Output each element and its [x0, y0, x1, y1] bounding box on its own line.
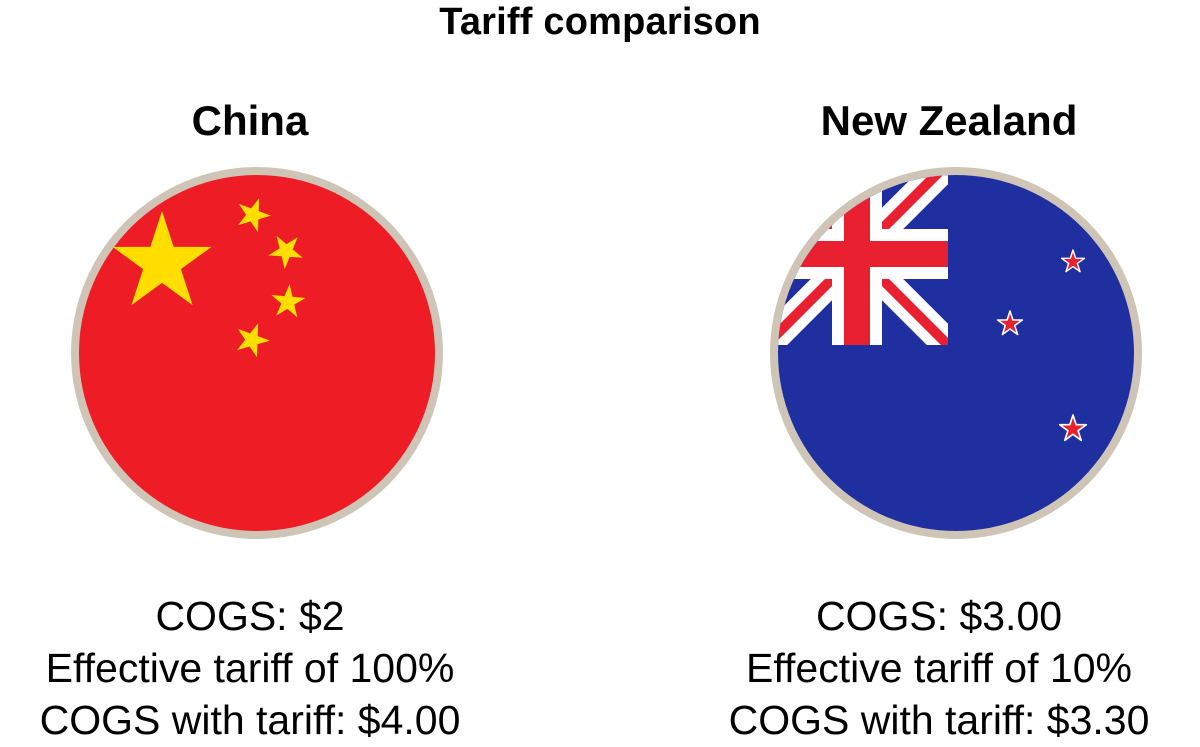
- page-title: Tariff comparison: [439, 1, 761, 43]
- country-stats: COGS: $2 Effective tariff of 100% COGS w…: [0, 590, 510, 746]
- cogs-value: COGS: $2: [155, 593, 345, 639]
- country-name: China: [191, 97, 309, 144]
- tariff-value: Effective tariff of 100%: [45, 645, 455, 691]
- cogs-value: COGS: $3.00: [815, 593, 1063, 639]
- country-stats: COGS: $3.00 Effective tariff of 10% COGS…: [679, 590, 1199, 746]
- tariff-value: Effective tariff of 10%: [746, 645, 1132, 691]
- cogs-with-tariff-value: COGS with tariff: $3.30: [728, 697, 1150, 743]
- new-zealand-flag-icon: [766, 163, 1146, 543]
- country-name: New Zealand: [820, 97, 1078, 144]
- country-card-new-zealand: New Zealand: [729, 0, 1159, 747]
- china-flag-icon: [67, 163, 447, 543]
- cogs-with-tariff-value: COGS with tariff: $4.00: [39, 697, 461, 743]
- country-card-china: China COGS: $2 Effective tariff of 100: [40, 0, 461, 747]
